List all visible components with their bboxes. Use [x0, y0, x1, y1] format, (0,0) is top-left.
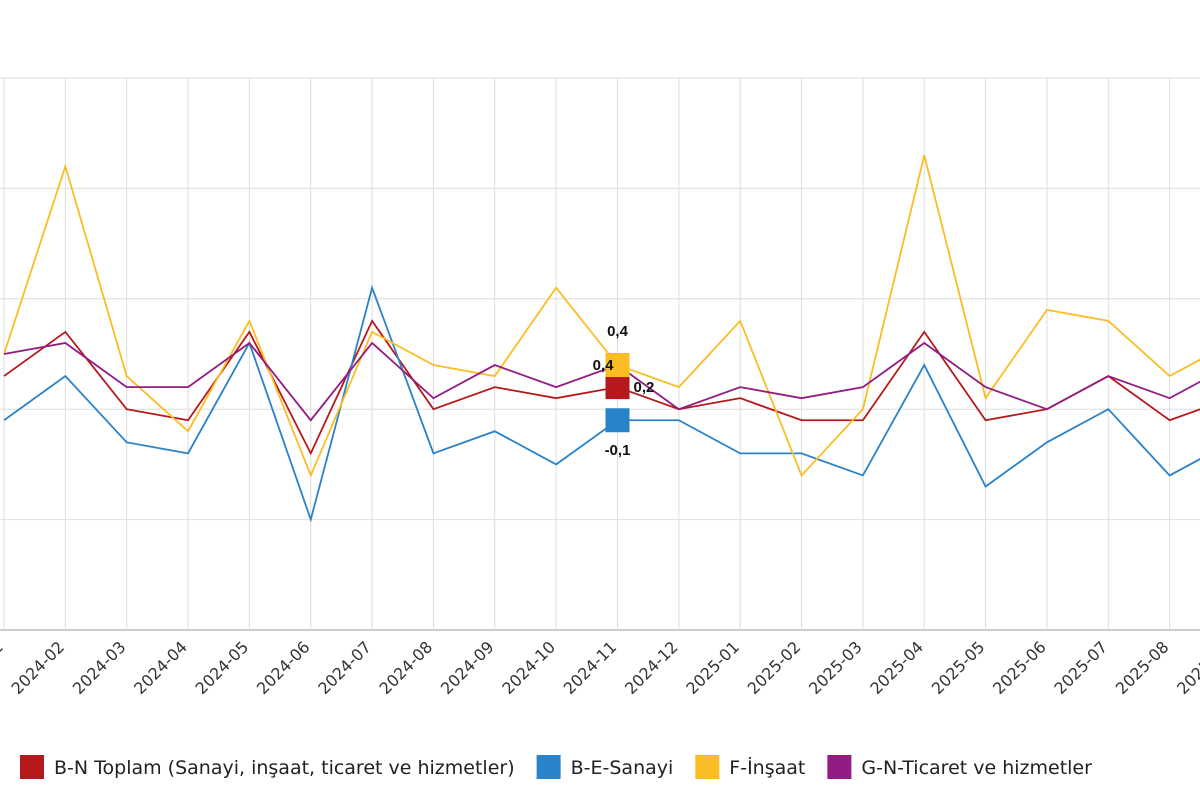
x-tick-label: 2025-04	[866, 637, 927, 698]
x-tick-label: 2025-06	[989, 637, 1050, 698]
x-tick-label: 2024-02	[7, 637, 68, 698]
x-tick-label: 2025-08	[1112, 637, 1173, 698]
x-tick-label: 2024-01	[0, 637, 7, 698]
x-tick-label: 2024-09	[437, 637, 498, 698]
x-tick-label: 2025-01	[682, 637, 743, 698]
x-tick-label: 2024-11	[560, 637, 621, 698]
legend-label: B-N Toplam (Sanayi, inşaat, ticaret ve h…	[54, 757, 515, 779]
x-tick-label: 2024-07	[314, 637, 375, 698]
x-tick-label: 2024-06	[253, 637, 314, 698]
x-tick-label: 2024-12	[621, 637, 682, 698]
legend-swatch	[827, 755, 852, 779]
x-tick-label: 2024-05	[192, 637, 253, 698]
legend-swatch	[536, 755, 561, 779]
series-line	[3, 341, 1200, 422]
x-tick-label: 2025-09	[1173, 637, 1200, 698]
legend-swatch	[695, 755, 720, 779]
data-label: -0,1	[605, 442, 631, 459]
x-tick-label: 2025-03	[805, 637, 866, 698]
highlight-marker	[605, 375, 630, 400]
legend-swatch	[20, 755, 44, 779]
legend-label: B-E-Sanayi	[571, 757, 674, 779]
series-line	[3, 284, 1200, 523]
x-tick-label: 2024-10	[498, 637, 559, 698]
data-label: 0,4	[593, 357, 615, 374]
x-tick-label: 2024-03	[69, 637, 130, 698]
highlight-marker	[605, 353, 630, 378]
data-label: 0,2	[634, 379, 655, 396]
highlight-marker	[605, 408, 630, 433]
x-tick-label: 2024-08	[376, 637, 437, 698]
legend-label: G-N-Ticaret ve hizmetler	[861, 757, 1092, 779]
legend-label: F-İnşaat	[729, 756, 805, 779]
x-tick-label: 2025-05	[928, 637, 989, 698]
data-label: 0,4	[607, 323, 629, 340]
x-tick-label: 2025-02	[744, 637, 805, 698]
x-tick-label: 2024-04	[130, 637, 191, 698]
series-line	[3, 155, 1200, 478]
x-tick-label: 2025-07	[1050, 637, 1111, 698]
